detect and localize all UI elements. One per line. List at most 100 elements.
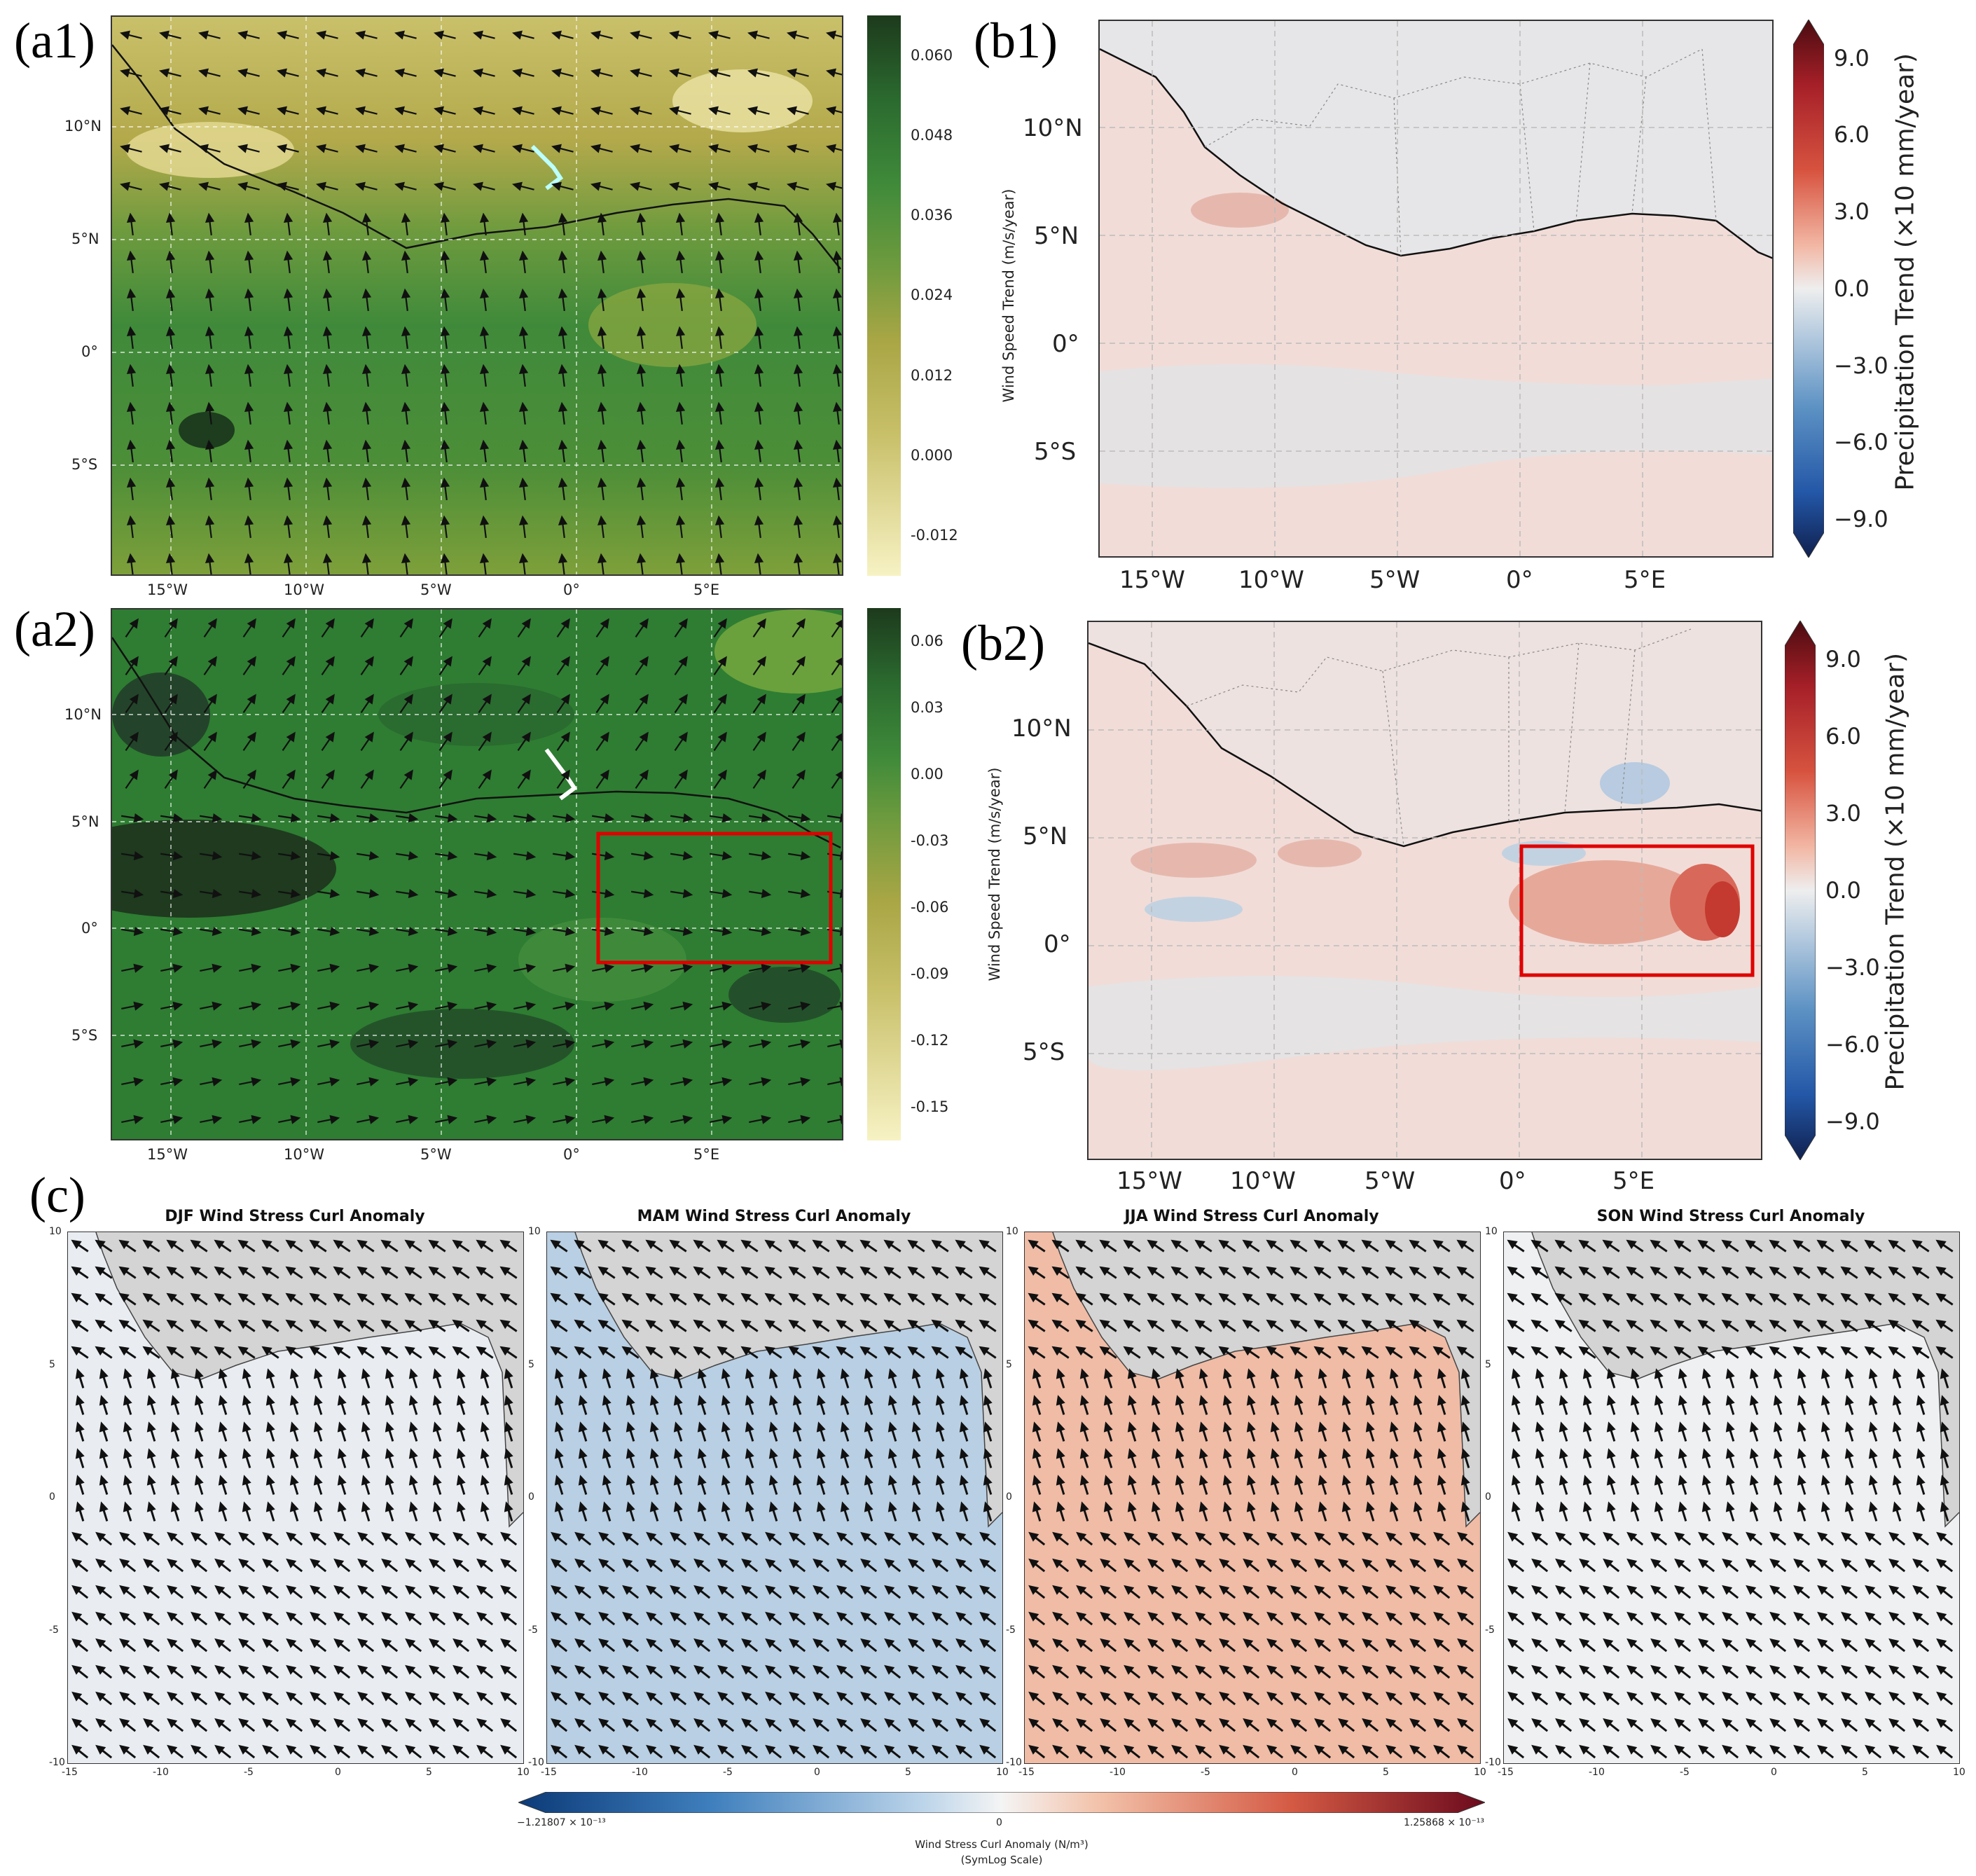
wind-stress-arrow-head [598,1531,609,1542]
wind-stress-arrow-head [1725,1448,1735,1459]
wind-stress-arrow-head [1409,1239,1420,1250]
wind-stress-arrow-head [740,1319,752,1330]
wind-stress-arrow-head [1797,1475,1806,1486]
wind-stress-arrow-head [1722,1718,1733,1728]
wind-stress-arrow-head [1725,1395,1735,1406]
wind-stress-arrow-head [408,1395,418,1406]
wind-stress-arrow-head [1266,1292,1277,1303]
wind-stress-arrow-head [884,1531,895,1542]
wind-stress-arrow-head [932,1691,943,1702]
wind-stress-arrow-head [333,1638,345,1648]
a2-lon-0: 0° [563,1146,580,1163]
wind-stress-arrow-head [646,1611,657,1622]
wind-stress-arrow-head [1554,1266,1566,1276]
wind-arrow-head [678,618,688,629]
wind-stress-arrow-head [836,1319,847,1330]
wind-stress-arrow-head [1056,1368,1065,1379]
wind-stress-arrow-head [143,1585,154,1595]
b2-colorbar-tick: 6.0 [1825,722,1861,750]
wind-stress-arrow-head [218,1395,228,1406]
wind-arrow-head [443,656,452,667]
wind-stress-arrow-head [500,1558,511,1568]
wind-stress-arrow-head [143,1664,154,1675]
wind-stress-arrow-head [1603,1638,1614,1648]
wind-stress-arrow-head [602,1501,612,1512]
wind-stress-arrow-head [574,1531,586,1542]
wind-arrow-head [796,656,806,667]
wind-stress-arrow-head [1745,1292,1756,1303]
wind-stress-arrow-head [1673,1239,1685,1250]
wind-arrow-head [368,889,380,899]
wind-stress-arrow-head [1365,1421,1375,1433]
wind-arrow-head [440,212,450,223]
wind-stress-arrow-head [1841,1558,1852,1568]
wind-arrow-head [761,1115,772,1124]
wind-stress-arrow-head [959,1448,969,1459]
wind-stress-arrow-head [1437,1421,1446,1433]
wind-stress-arrow-head [357,1611,368,1622]
wind-stress-arrow-head [1650,1531,1661,1542]
wind-stress-arrow-head [1673,1319,1685,1330]
wind-stress-arrow-head [1507,1744,1519,1755]
wind-stress-arrow-head [955,1744,967,1755]
wind-stress-arrow-head [768,1501,778,1512]
wind-stress-arrow-head [404,1266,415,1276]
wind-stress-arrow-head [1195,1664,1206,1675]
wind-arrow-head [165,439,176,450]
wind-stress-arrow-head [1409,1585,1421,1595]
wind-stress-arrow-head [313,1448,323,1459]
wind-stress-arrow-head [1650,1718,1661,1728]
wind-arrow-head [643,927,654,937]
wind-stress-arrow-head [622,1718,633,1728]
wind-stress-arrow-head [1243,1531,1254,1542]
wind-stress-arrow-head [381,1691,392,1702]
wind-arrow-head [126,515,137,526]
wind-stress-arrow-head [1314,1744,1325,1755]
wind-stress-arrow-head [1433,1691,1444,1702]
wind-stress-arrow-head [1841,1638,1852,1648]
wind-stress-arrow-head [1554,1292,1566,1303]
wind-stress-arrow-head [1103,1501,1113,1512]
wind-stress-arrow-head [1151,1368,1161,1379]
wind-stress-arrow-head [194,1368,204,1379]
wind-stress-arrow-head [697,1501,707,1512]
wind-stress-arrow-head [99,1501,109,1512]
wind-stress-arrow-head [1127,1395,1137,1406]
wind-arrow-head [682,1115,693,1124]
wind-arrow-head [447,889,458,899]
a2-lon-15W: 15°W [147,1146,188,1163]
wind-stress-arrow-head [622,1744,633,1755]
wind-stress-arrow-head [1674,1558,1685,1568]
wind-stress-arrow-head [1361,1266,1372,1276]
wind-arrow-head [364,731,374,743]
wind-arrow-head [364,618,374,629]
wind-arrow-head [486,1115,497,1124]
wind-arrow-head [761,1039,772,1049]
wind-arrow-head [205,326,215,337]
wind-arrow-head [839,1039,842,1049]
wind-stress-arrow-head [194,1421,204,1433]
wind-stress-arrow-head [1290,1558,1301,1568]
c-x-tick: -5 [1680,1767,1690,1778]
wind-arrow-head [364,694,374,705]
wind-stress-arrow-head [602,1475,612,1486]
wind-arrow-head [207,618,217,629]
wind-stress-arrow-head [1626,1319,1637,1330]
wind-stress-arrow-head [1457,1585,1468,1595]
b1-colorbar-tick: −6.0 [1834,429,1888,456]
wind-stress-arrow-head [500,1611,511,1622]
wind-arrow-head [283,212,293,223]
wind-stress-arrow-head [142,1346,153,1356]
wind-stress-arrow-head [119,1664,130,1675]
wind-stress-arrow-head [955,1638,967,1648]
wind-stress-arrow-head [143,1558,154,1568]
wind-arrow-head [277,68,287,78]
wind-stress-arrow-head [1437,1475,1446,1486]
wind-arrow-head [322,515,333,526]
wind-arrow-head [714,364,725,375]
wind-arrow-head [126,401,137,413]
wind-stress-arrow-head [1124,1744,1135,1755]
wind-stress-arrow-head [357,1531,368,1542]
wind-stress-arrow-head [1290,1691,1301,1702]
wind-arrow-head [447,1077,458,1087]
